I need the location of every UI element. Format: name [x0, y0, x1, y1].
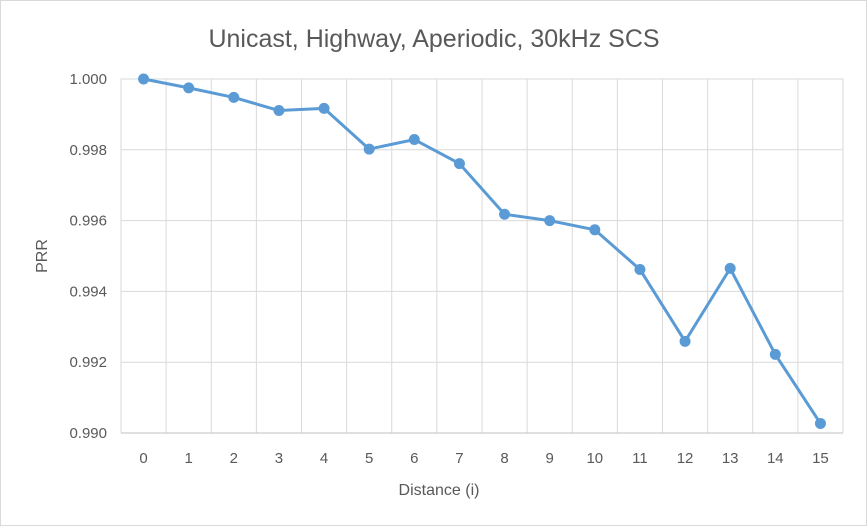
y-tick-labels: 0.990 0.992 0.994 0.996 0.998 1.000 — [69, 71, 107, 442]
x-tick-label: 6 — [410, 450, 418, 467]
x-tick-label: 15 — [812, 450, 829, 467]
x-tick-label: 1 — [185, 450, 193, 467]
y-tick-label: 0.992 — [69, 354, 107, 371]
x-tick-label: 8 — [500, 450, 508, 467]
x-tick-label: 4 — [320, 450, 328, 467]
x-tick-label: 11 — [632, 450, 648, 467]
y-tick-label: 0.996 — [69, 213, 107, 230]
x-tick-label: 3 — [275, 450, 283, 467]
data-point — [453, 158, 465, 170]
x-tick-label: 0 — [139, 450, 147, 467]
data-point — [814, 417, 826, 429]
data-point — [544, 215, 556, 227]
data-point — [273, 105, 285, 117]
x-tick-label: 14 — [767, 450, 784, 467]
data-point — [183, 82, 195, 94]
data-point — [138, 73, 150, 85]
data-point — [408, 134, 420, 146]
x-axis-title: Distance (i) — [399, 482, 480, 499]
y-axis-title: PRR — [34, 239, 51, 273]
data-point — [724, 262, 736, 274]
data-point — [318, 102, 330, 114]
data-point — [634, 263, 646, 275]
y-tick-label: 0.990 — [69, 425, 107, 442]
x-tick-label: 13 — [722, 450, 739, 467]
series-line — [142, 77, 822, 425]
chart-title: Unicast, Highway, Aperiodic, 30kHz SCS — [208, 25, 659, 53]
gridlines — [120, 78, 844, 434]
data-point — [499, 208, 511, 220]
y-tick-label: 0.998 — [69, 142, 107, 159]
y-tick-label: 1.000 — [69, 71, 107, 88]
x-tick-label: 12 — [677, 450, 694, 467]
x-tick-label: 5 — [365, 450, 373, 467]
data-point — [589, 224, 601, 236]
x-tick-label: 9 — [546, 450, 554, 467]
x-tick-label: 10 — [586, 450, 603, 467]
x-tick-label: 7 — [455, 450, 463, 467]
x-tick-label: 2 — [230, 450, 238, 467]
y-tick-label: 0.994 — [69, 283, 107, 300]
x-tick-labels: 0 1 2 3 4 5 6 7 8 9 10 11 12 13 14 15 — [139, 450, 828, 467]
data-point — [679, 335, 691, 347]
data-point — [769, 348, 781, 360]
data-point — [363, 143, 375, 155]
series-layer — [138, 73, 826, 429]
data-point — [228, 91, 240, 103]
